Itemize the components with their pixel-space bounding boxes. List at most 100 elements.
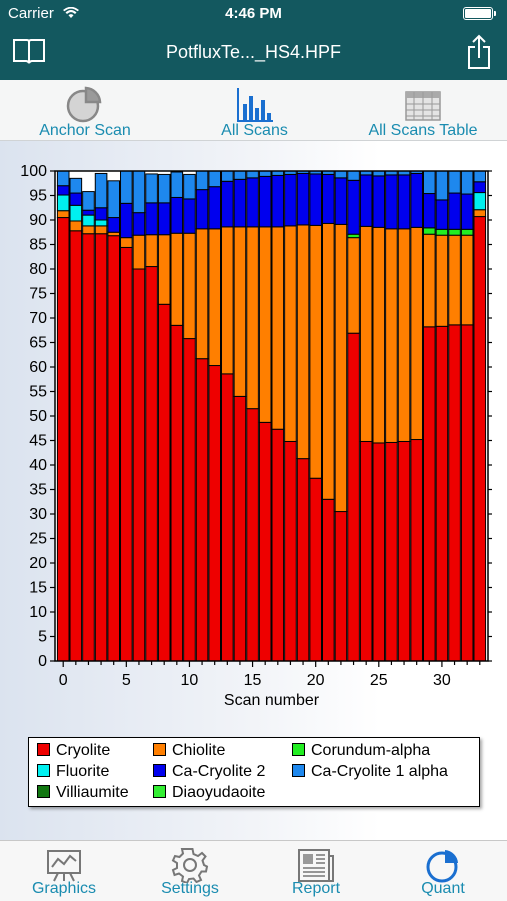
legend-swatch bbox=[292, 743, 305, 756]
bar-segment-ca-cryolite-1-alpha-scan-22 bbox=[334, 170, 348, 179]
y-tick-label: 75 bbox=[29, 286, 47, 303]
bar-segment-fluorite-scan-33 bbox=[473, 192, 487, 211]
bar-segment-ca-cryolite-1-alpha-scan-23 bbox=[347, 170, 360, 181]
tab-quant[interactable]: Quant bbox=[404, 841, 482, 901]
y-tick-label: 0 bbox=[38, 653, 47, 670]
bar-segment-cryolite-scan-0 bbox=[56, 217, 70, 662]
bar-segment-cryolite-scan-11 bbox=[195, 358, 209, 662]
legend-label: Villiaumite bbox=[56, 784, 129, 801]
bar-segment-chiolite-scan-30 bbox=[435, 234, 449, 327]
bar-segment-chiolite-scan-19 bbox=[296, 224, 310, 460]
bar-segment-cryolite-scan-10 bbox=[183, 338, 196, 662]
tab-bar: Graphics Settings Report Quant bbox=[0, 840, 507, 901]
bar-segment-chiolite-scan-22 bbox=[334, 223, 348, 513]
bar-segment-ca-cryolite-2-scan-2 bbox=[82, 209, 95, 216]
anchor-scan-label: Anchor Scan bbox=[39, 122, 131, 139]
bar-segment-ca-cryolite-1-alpha-scan-0 bbox=[56, 170, 70, 187]
bar-segment-chiolite-scan-27 bbox=[397, 228, 411, 442]
y-tick-label: 30 bbox=[29, 506, 47, 523]
bar-segment-ca-cryolite-2-scan-5 bbox=[120, 202, 133, 239]
bar-segment-ca-cryolite-2-scan-9 bbox=[170, 196, 184, 234]
bar-segment-cryolite-scan-21 bbox=[322, 498, 335, 662]
bar-segment-chiolite-scan-21 bbox=[322, 222, 335, 500]
bar-segment-ca-cryolite-2-scan-12 bbox=[208, 186, 221, 230]
y-tick-label: 55 bbox=[29, 384, 47, 401]
bar-segment-ca-cryolite-2-scan-22 bbox=[334, 177, 348, 225]
stacked-bar-chart: 0510152025303540455055606570758085909510… bbox=[20, 163, 492, 709]
bar-segment-cryolite-scan-29 bbox=[422, 326, 436, 662]
bar-segment-ca-cryolite-1-alpha-scan-3 bbox=[94, 172, 108, 209]
bar-segment-ca-cryolite-1-alpha-scan-1 bbox=[69, 177, 83, 194]
bar-segment-cryolite-scan-12 bbox=[208, 365, 221, 662]
navigation-bar: PotfluxTe..._HS4.HPF bbox=[0, 28, 507, 80]
book-icon[interactable] bbox=[12, 36, 46, 71]
y-tick-label: 60 bbox=[29, 359, 47, 376]
legend-label: Fluorite bbox=[56, 763, 110, 780]
bar-segment-corundum-alpha-scan-32 bbox=[460, 228, 474, 236]
tab-settings-label: Settings bbox=[161, 880, 219, 897]
file-title: PotfluxTe..._HS4.HPF bbox=[165, 42, 342, 62]
bar-segment-chiolite-scan-9 bbox=[170, 232, 184, 326]
legend-item-corundum-alpha: Corundum-alpha bbox=[292, 742, 430, 760]
legend-label: Diaoyudaoite bbox=[172, 784, 266, 801]
bar-segment-cryolite-scan-17 bbox=[271, 428, 285, 662]
bar-segment-cryolite-scan-32 bbox=[460, 324, 474, 662]
bar-segment-chiolite-scan-28 bbox=[410, 226, 423, 441]
bar-segment-chiolite-scan-1 bbox=[69, 220, 83, 232]
bar-segment-fluorite-scan-0 bbox=[56, 194, 70, 212]
y-tick-label: 80 bbox=[29, 261, 47, 278]
bar-segment-cryolite-scan-20 bbox=[309, 477, 322, 662]
bar-segment-ca-cryolite-2-scan-17 bbox=[271, 174, 285, 228]
tab-graphics[interactable]: Graphics bbox=[20, 841, 108, 901]
all-scans-button[interactable]: All Scans bbox=[197, 80, 312, 140]
legend-item-fluorite: Fluorite bbox=[37, 763, 109, 781]
bar-segment-ca-cryolite-1-alpha-scan-13 bbox=[221, 170, 234, 182]
bar-segment-ca-cryolite-2-scan-30 bbox=[435, 199, 449, 230]
x-tick-label: 30 bbox=[433, 672, 451, 689]
bar-segment-cryolite-scan-28 bbox=[410, 439, 423, 662]
share-icon[interactable] bbox=[467, 34, 491, 75]
bar-segment-cryolite-scan-13 bbox=[221, 373, 234, 662]
legend-item-diaoyudaoite: Diaoyudaoite bbox=[153, 784, 265, 802]
wifi-icon bbox=[63, 6, 79, 23]
bar-segment-ca-cryolite-2-scan-25 bbox=[372, 175, 386, 228]
anchor-scan-button[interactable]: Anchor Scan bbox=[25, 80, 145, 140]
legend-swatch bbox=[292, 764, 305, 777]
bar-segment-ca-cryolite-2-scan-33 bbox=[473, 181, 487, 194]
bar-segment-chiolite-scan-25 bbox=[372, 226, 386, 444]
bar-segment-cryolite-scan-4 bbox=[107, 235, 120, 662]
quant-pie-icon bbox=[426, 850, 458, 883]
bar-segment-corundum-alpha-scan-31 bbox=[448, 228, 461, 236]
table-icon bbox=[405, 91, 441, 121]
bar-segment-ca-cryolite-2-scan-15 bbox=[246, 177, 259, 228]
bar-segment-cryolite-scan-22 bbox=[334, 511, 348, 662]
bar-segment-ca-cryolite-2-scan-6 bbox=[132, 212, 146, 236]
bar-segment-chiolite-scan-5 bbox=[120, 237, 133, 248]
bar-segment-ca-cryolite-2-scan-24 bbox=[359, 174, 373, 227]
bar-segment-corundum-alpha-scan-23 bbox=[347, 233, 360, 239]
bar-segment-ca-cryolite-2-scan-26 bbox=[385, 174, 398, 230]
bar-segment-ca-cryolite-1-alpha-scan-7 bbox=[145, 173, 158, 204]
bar-segment-ca-cryolite-1-alpha-scan-10 bbox=[183, 173, 196, 200]
bar-segment-ca-cryolite-1-alpha-scan-31 bbox=[448, 170, 461, 194]
bar-segment-chiolite-scan-17 bbox=[271, 226, 285, 430]
tab-report[interactable]: Report bbox=[278, 841, 354, 901]
x-tick-label: 25 bbox=[370, 672, 388, 689]
bar-segment-cryolite-scan-31 bbox=[448, 324, 461, 662]
bar-segment-ca-cryolite-2-scan-14 bbox=[233, 178, 247, 228]
bar-segment-chiolite-scan-13 bbox=[221, 226, 234, 375]
tab-settings[interactable]: Settings bbox=[148, 841, 232, 901]
bar-segment-chiolite-scan-2 bbox=[82, 225, 95, 235]
pie-chart-icon bbox=[66, 86, 102, 123]
bar-segment-ca-cryolite-2-scan-23 bbox=[347, 179, 360, 235]
bar-segment-ca-cryolite-2-scan-16 bbox=[258, 175, 272, 228]
bar-segment-ca-cryolite-2-scan-20 bbox=[309, 173, 322, 226]
all-scans-table-button[interactable]: All Scans Table bbox=[357, 80, 489, 140]
y-tick-label: 100 bbox=[20, 163, 47, 180]
x-tick-label: 0 bbox=[59, 672, 68, 689]
bar-segment-ca-cryolite-2-scan-10 bbox=[183, 198, 196, 234]
y-tick-label: 20 bbox=[29, 555, 47, 572]
legend-swatch bbox=[37, 785, 50, 798]
bar-segment-ca-cryolite-1-alpha-scan-33 bbox=[473, 170, 487, 183]
bar-segment-ca-cryolite-1-alpha-scan-29 bbox=[422, 170, 436, 195]
